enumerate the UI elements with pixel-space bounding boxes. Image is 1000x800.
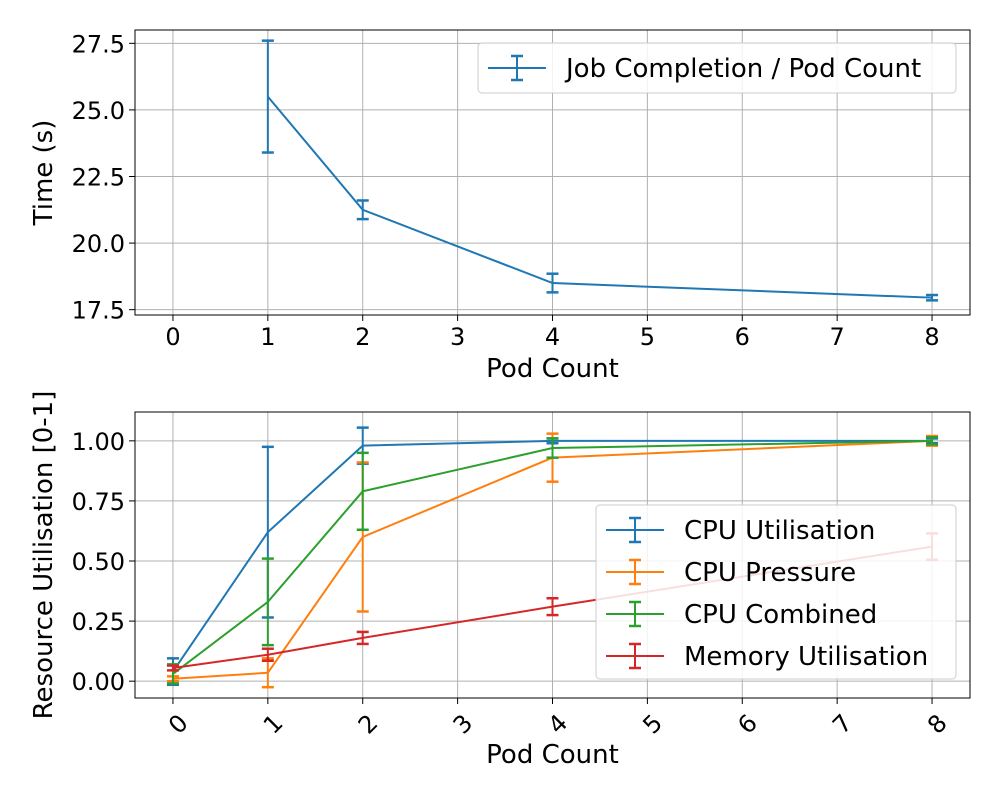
y-tick-label: 0.50 — [72, 548, 125, 576]
x-tick-label: 8 — [924, 323, 939, 351]
legend-label: CPU Pressure — [684, 558, 856, 588]
y-tick-label: 17.5 — [72, 297, 125, 325]
chart-panel-1: 0 1 2 3 4 5 6 7 8 17.5 20.0 22.5 25.0 27.5 Job Complet… — [29, 29, 971, 384]
x-tick-label: 0 — [163, 709, 194, 740]
series-cpu-combined — [166, 435, 939, 685]
x-tick-label: 6 — [732, 709, 763, 740]
x-tick-label: 6 — [735, 323, 750, 351]
x-tick-label: 5 — [640, 323, 655, 351]
legend-box — [595, 504, 957, 680]
y-tick-label: 1.00 — [72, 428, 125, 456]
y-axis-label: Time (s) — [29, 120, 59, 227]
y-tick-label: 0.75 — [72, 488, 125, 516]
x-tick-label: 7 — [827, 709, 858, 740]
legend-label: Memory Utilisation — [684, 642, 928, 672]
x-tick-label: 5 — [637, 709, 668, 740]
x-tick-label: 4 — [545, 323, 560, 351]
x-tick-label: 3 — [448, 709, 479, 740]
plot-frame — [134, 29, 971, 316]
y-tick-label: 0.25 — [72, 608, 125, 636]
y-tick-label: 0.00 — [72, 668, 125, 696]
legend-box — [477, 42, 957, 94]
series-job-completion-pod-count — [261, 39, 939, 302]
x-tick-label: 3 — [450, 323, 465, 351]
y-tick-label: 22.5 — [72, 163, 125, 191]
y-axis-label: Resource Utilisation [0-1] — [29, 391, 59, 720]
x-tick-label: 2 — [353, 709, 384, 740]
x-axis-label: Pod Count — [486, 740, 619, 770]
y-tick-label: 20.0 — [72, 230, 125, 258]
x-tick-label: 1 — [260, 323, 275, 351]
x-tick-label: 2 — [355, 323, 370, 351]
legend-label: CPU Utilisation — [684, 516, 875, 546]
y-tick-label: 25.0 — [72, 97, 125, 125]
legend: CPU Utilisation CPU Pressure CPU Combined M… — [595, 504, 957, 680]
plot-frame — [134, 411, 971, 699]
legend: Job Completion / Pod Count — [477, 42, 957, 94]
x-tick-label: 0 — [165, 323, 180, 351]
x-axis-label: Pod Count — [486, 354, 619, 384]
chart-panel-2: 0 1 2 3 4 5 6 7 8 0.00 0.25 0.50 0.75 1.00 CPU Utilisa… — [29, 391, 971, 770]
series-line — [267, 95, 933, 299]
x-tick-label: 1 — [258, 709, 289, 740]
legend-label: Job Completion / Pod Count — [564, 54, 921, 84]
legend-label: CPU Combined — [684, 600, 877, 630]
x-tick-label: 8 — [922, 709, 953, 740]
x-tick-label: 4 — [543, 709, 574, 740]
y-tick-label: 27.5 — [72, 30, 125, 58]
x-tick-label: 7 — [830, 323, 845, 351]
